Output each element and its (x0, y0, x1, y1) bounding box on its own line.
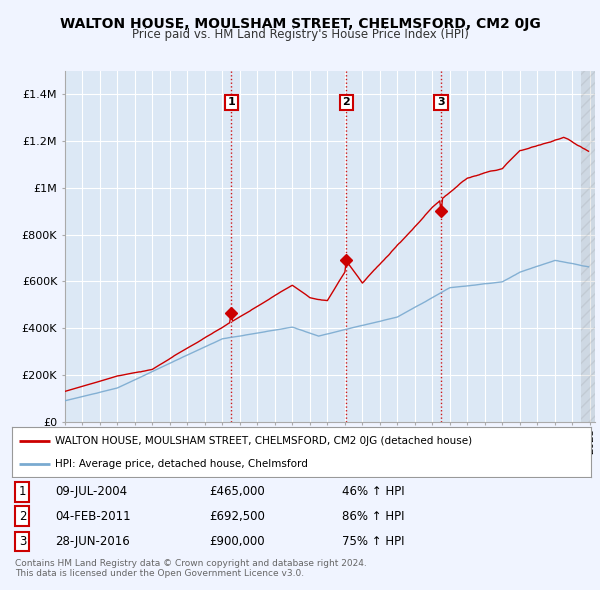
Text: 04-FEB-2011: 04-FEB-2011 (55, 510, 131, 523)
Text: 1: 1 (227, 97, 235, 107)
Text: 2: 2 (19, 510, 26, 523)
Text: £692,500: £692,500 (209, 510, 265, 523)
Text: WALTON HOUSE, MOULSHAM STREET, CHELMSFORD, CM2 0JG (detached house): WALTON HOUSE, MOULSHAM STREET, CHELMSFOR… (55, 435, 473, 445)
Text: 75% ↑ HPI: 75% ↑ HPI (342, 535, 404, 548)
Text: 3: 3 (19, 535, 26, 548)
Text: £900,000: £900,000 (209, 535, 265, 548)
Bar (581, 71, 600, 422)
Text: 46% ↑ HPI: 46% ↑ HPI (342, 485, 404, 498)
Text: 86% ↑ HPI: 86% ↑ HPI (342, 510, 404, 523)
Text: WALTON HOUSE, MOULSHAM STREET, CHELMSFORD, CM2 0JG: WALTON HOUSE, MOULSHAM STREET, CHELMSFOR… (59, 17, 541, 31)
Text: Contains HM Land Registry data © Crown copyright and database right 2024.: Contains HM Land Registry data © Crown c… (15, 559, 367, 568)
Text: HPI: Average price, detached house, Chelmsford: HPI: Average price, detached house, Chel… (55, 459, 308, 469)
Text: 1: 1 (19, 485, 26, 498)
Text: 2: 2 (343, 97, 350, 107)
Text: £465,000: £465,000 (209, 485, 265, 498)
Text: This data is licensed under the Open Government Licence v3.0.: This data is licensed under the Open Gov… (15, 569, 304, 578)
Text: 09-JUL-2004: 09-JUL-2004 (55, 485, 128, 498)
Text: 28-JUN-2016: 28-JUN-2016 (55, 535, 130, 548)
Text: 3: 3 (437, 97, 445, 107)
Text: Price paid vs. HM Land Registry's House Price Index (HPI): Price paid vs. HM Land Registry's House … (131, 28, 469, 41)
